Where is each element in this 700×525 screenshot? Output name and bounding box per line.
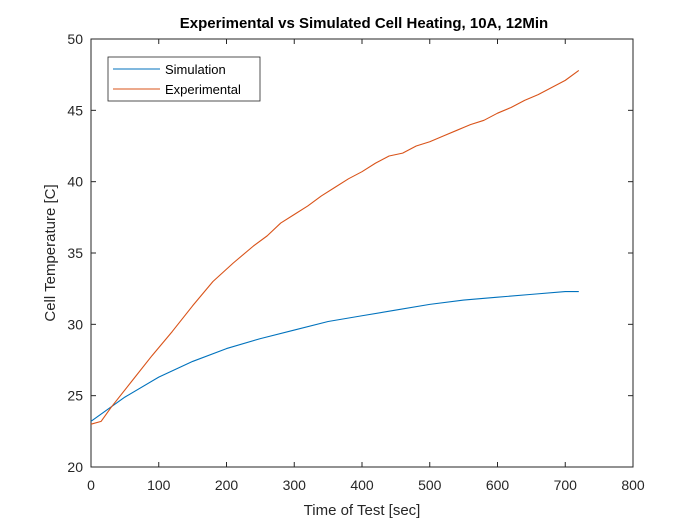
y-tick-label: 50	[67, 31, 83, 47]
legend: Simulation Experimental	[107, 56, 261, 102]
legend-box	[107, 56, 261, 102]
x-tick-label: 0	[87, 477, 95, 493]
plot-area	[90, 38, 634, 468]
y-tick-label: 35	[67, 245, 83, 261]
y-tick-label: 40	[67, 174, 83, 190]
y-tick-label: 45	[67, 102, 83, 118]
x-axis-label: Time of Test [sec]	[304, 502, 421, 519]
legend-label-experimental: Experimental	[165, 82, 241, 97]
legend-label-simulation: Simulation	[165, 62, 226, 77]
x-tick-label: 700	[554, 477, 578, 493]
y-axis-label: Cell Temperature [C]	[42, 184, 59, 321]
x-tick-label: 300	[283, 477, 307, 493]
chart-title: Experimental vs Simulated Cell Heating, …	[180, 15, 548, 32]
x-tick-label: 400	[350, 477, 374, 493]
tick-labels: 0 100 200 300 400 500 600 700 800 20 25 30 35 40 45 50	[67, 31, 644, 493]
y-tick-label: 30	[67, 316, 83, 332]
x-tick-label: 600	[486, 477, 510, 493]
series-line-simulation	[90, 290, 579, 422]
x-tick-label: 200	[215, 477, 239, 493]
series-line-experimental	[90, 69, 580, 425]
x-tick-label: 100	[147, 477, 171, 493]
series-lines	[90, 69, 580, 425]
y-tick-label: 20	[67, 459, 83, 475]
axis-ticks	[90, 38, 634, 468]
y-tick-label: 25	[67, 388, 83, 404]
x-tick-label: 500	[418, 477, 442, 493]
x-tick-label: 800	[621, 477, 645, 493]
